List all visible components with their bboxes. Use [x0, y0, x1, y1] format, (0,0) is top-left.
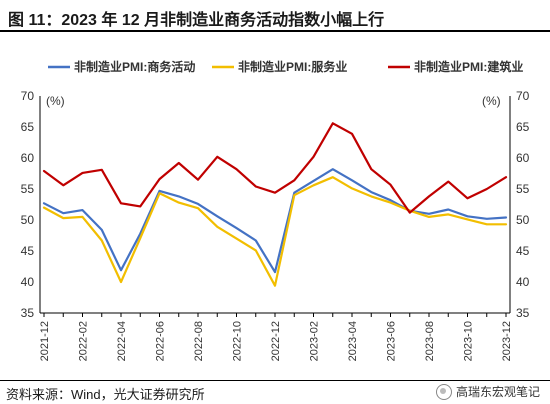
x-tick-label: 2022-08: [193, 321, 205, 361]
y-tick-label-right: 65: [516, 120, 530, 134]
series-line-2: [42, 176, 508, 287]
series-line-1: [42, 168, 508, 274]
y-tick-label-right: 45: [516, 244, 530, 258]
x-tick-label: 2023-06: [386, 321, 398, 361]
y-tick-label-left: 40: [21, 275, 35, 289]
y-tick-label-right: 55: [516, 182, 530, 196]
y-tick-label-right: 40: [516, 275, 530, 289]
x-tick-label: 2022-10: [232, 321, 244, 361]
x-tick-label: 2023-02: [309, 321, 321, 361]
y-tick-label-left: 55: [21, 182, 35, 196]
x-tick-label: 2022-04: [116, 321, 128, 361]
source-note: 资料来源：Wind，光大证券研究所: [6, 387, 205, 402]
y-tick-label-right: 35: [516, 306, 530, 320]
y-tick-label-right: 60: [516, 151, 530, 165]
y-tick-label-right: 70: [516, 89, 530, 103]
watermark: 高瑞东宏观笔记: [435, 383, 540, 400]
series-lines: [42, 122, 508, 287]
y-tick-label-left: 65: [21, 120, 35, 134]
x-tick-label: 2022-06: [155, 321, 167, 361]
y-tick-label-left: 45: [21, 244, 35, 258]
y-axis-unit-right: (%): [482, 94, 501, 108]
legend-label-2: 非制造业PMI:服务业: [238, 59, 347, 74]
legend-label-3: 非制造业PMI:建筑业: [414, 59, 523, 74]
series-line-3: [42, 122, 508, 214]
y-axis-left: 35 40 45 50 55 60 65 70: [21, 89, 41, 320]
legend-label-1: 非制造业PMI:商务活动: [74, 59, 195, 74]
line-chart: 非制造业PMI:商务活动 非制造业PMI:服务业 非制造业PMI:建筑业 (%) (…: [21, 59, 530, 361]
y-tick-label-right: 50: [516, 213, 530, 227]
chart-legend: 非制造业PMI:商务活动 非制造业PMI:服务业 非制造业PMI:建筑业: [48, 59, 523, 74]
y-axis-unit-left: (%): [46, 94, 65, 108]
y-tick-label-left: 35: [21, 306, 35, 320]
x-tick-label: 2023-10: [463, 321, 475, 361]
x-tick-label: 2023-04: [347, 321, 359, 361]
x-axis: 2021-12 2022-02 2022-04 2022-06 2022-08 2022-…: [39, 312, 513, 361]
y-tick-label-left: 70: [21, 89, 35, 103]
watermark-text: 高瑞东宏观笔记: [455, 385, 540, 399]
x-tick-label: 2023-08: [424, 321, 436, 361]
top-rule: [0, 30, 550, 32]
x-tick-label: 2023-12: [501, 321, 513, 361]
bottom-rule: [0, 380, 550, 381]
y-tick-label-left: 50: [21, 213, 35, 227]
x-tick-label: 2022-02: [78, 321, 90, 361]
wechat-logo-icon: [435, 383, 452, 400]
x-tick-label: 2022-12: [270, 321, 282, 361]
y-axis-right: 35 40 45 50 55 60 65 70: [509, 89, 530, 320]
figure-title: 图 11：2023 年 12 月非制造业商务活动指数小幅上行: [8, 12, 385, 29]
y-tick-label-left: 60: [21, 151, 35, 165]
x-tick-label: 2021-12: [39, 321, 51, 361]
